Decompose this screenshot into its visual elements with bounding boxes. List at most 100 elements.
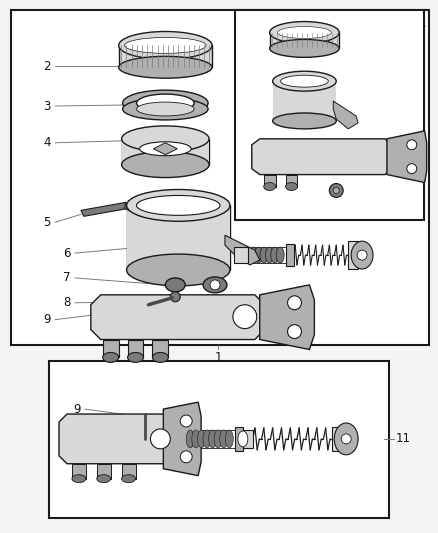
Circle shape <box>341 434 351 444</box>
Text: 8: 8 <box>63 296 71 309</box>
Circle shape <box>357 250 367 260</box>
Polygon shape <box>91 295 265 340</box>
Text: 9: 9 <box>73 402 81 416</box>
Ellipse shape <box>220 430 228 448</box>
Text: 1: 1 <box>419 17 426 30</box>
Polygon shape <box>81 203 129 216</box>
Bar <box>97 464 111 479</box>
Ellipse shape <box>186 430 194 448</box>
Circle shape <box>407 140 417 150</box>
Bar <box>152 340 168 358</box>
Ellipse shape <box>225 430 233 448</box>
Ellipse shape <box>249 247 257 263</box>
Bar <box>122 464 135 479</box>
Ellipse shape <box>137 102 194 116</box>
Ellipse shape <box>238 431 248 447</box>
Polygon shape <box>59 414 168 464</box>
Ellipse shape <box>265 247 273 263</box>
Ellipse shape <box>72 475 86 482</box>
Ellipse shape <box>127 254 230 286</box>
Ellipse shape <box>103 352 119 362</box>
Polygon shape <box>333 101 358 129</box>
Bar <box>243 430 253 448</box>
Text: 9: 9 <box>43 313 51 326</box>
Ellipse shape <box>203 277 227 293</box>
Polygon shape <box>273 81 336 121</box>
Ellipse shape <box>122 152 209 177</box>
Circle shape <box>170 292 180 302</box>
Ellipse shape <box>123 90 208 116</box>
Ellipse shape <box>127 190 230 221</box>
Bar <box>286 244 293 266</box>
Ellipse shape <box>214 430 222 448</box>
Ellipse shape <box>122 475 135 482</box>
Bar <box>234 247 248 263</box>
Ellipse shape <box>233 305 257 329</box>
Ellipse shape <box>273 71 336 91</box>
Bar <box>103 340 119 358</box>
Polygon shape <box>270 33 339 49</box>
Polygon shape <box>123 100 208 109</box>
Circle shape <box>288 325 301 338</box>
Polygon shape <box>387 131 427 182</box>
Ellipse shape <box>254 247 262 263</box>
Ellipse shape <box>286 182 297 190</box>
Ellipse shape <box>198 430 205 448</box>
Ellipse shape <box>119 31 212 59</box>
Bar <box>127 340 144 358</box>
Ellipse shape <box>351 241 373 269</box>
Polygon shape <box>124 203 135 212</box>
Ellipse shape <box>150 429 170 449</box>
Bar <box>72 464 86 479</box>
Ellipse shape <box>123 98 208 120</box>
Ellipse shape <box>273 113 336 129</box>
Bar <box>348 241 358 269</box>
Polygon shape <box>122 139 209 165</box>
Circle shape <box>329 183 343 197</box>
Polygon shape <box>252 139 391 175</box>
Ellipse shape <box>276 247 284 263</box>
Circle shape <box>180 415 192 427</box>
Ellipse shape <box>137 196 220 215</box>
Circle shape <box>288 296 301 310</box>
Ellipse shape <box>260 247 268 263</box>
Text: 10: 10 <box>389 189 404 202</box>
Ellipse shape <box>140 142 191 156</box>
Circle shape <box>180 451 192 463</box>
Ellipse shape <box>271 247 279 263</box>
Ellipse shape <box>137 94 194 112</box>
Ellipse shape <box>122 126 209 152</box>
Ellipse shape <box>270 39 339 58</box>
Ellipse shape <box>152 352 168 362</box>
Bar <box>11 10 429 344</box>
Ellipse shape <box>124 37 206 53</box>
Ellipse shape <box>244 247 252 263</box>
Text: 2: 2 <box>43 60 51 73</box>
Bar <box>235 10 424 220</box>
Text: 7: 7 <box>63 271 71 285</box>
Bar <box>49 361 389 519</box>
Text: 1: 1 <box>214 351 222 364</box>
Ellipse shape <box>97 475 111 482</box>
Circle shape <box>407 164 417 174</box>
Polygon shape <box>119 45 212 67</box>
Polygon shape <box>260 285 314 350</box>
Ellipse shape <box>208 430 216 448</box>
Ellipse shape <box>278 27 331 38</box>
Ellipse shape <box>270 21 339 43</box>
Polygon shape <box>225 235 260 265</box>
Ellipse shape <box>264 182 276 190</box>
Bar <box>235 427 243 451</box>
Bar <box>332 427 342 451</box>
Ellipse shape <box>192 430 200 448</box>
Bar <box>286 175 297 187</box>
Ellipse shape <box>165 278 185 292</box>
Polygon shape <box>127 205 230 270</box>
Ellipse shape <box>119 56 212 78</box>
Text: 4: 4 <box>43 136 51 149</box>
Text: 3: 3 <box>43 100 50 112</box>
Text: 5: 5 <box>43 216 50 229</box>
Ellipse shape <box>334 423 358 455</box>
Ellipse shape <box>203 430 211 448</box>
Bar <box>264 175 276 187</box>
